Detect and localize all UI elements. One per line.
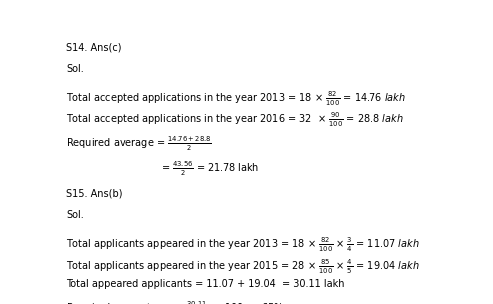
Text: Total accepted applications in the year 2013 = 18 $\times$ $\frac{82}{100}$ = 14: Total accepted applications in the year … [66,90,406,108]
Text: Total appeared applicants = 11.07 + 19.04  = 30.11 lakh: Total appeared applicants = 11.07 + 19.0… [66,279,345,289]
Text: Required percentage = $\frac{30.11}{18+28}$ $\times$ 100 $\approx$ 65%: Required percentage = $\frac{30.11}{18+2… [66,300,284,304]
Text: Total accepted applications in the year 2016 = 32  $\times$ $\frac{90}{100}$ = 2: Total accepted applications in the year … [66,111,404,130]
Text: Required average = $\frac{14.76+28.8}{2}$: Required average = $\frac{14.76+28.8}{2}… [66,135,212,153]
Text: S14. Ans(c): S14. Ans(c) [66,42,122,52]
Text: Total applicants appeared in the year 2015 = 28 $\times$ $\frac{85}{100}$ $\time: Total applicants appeared in the year 20… [66,258,420,276]
Text: S15. Ans(b): S15. Ans(b) [66,189,123,199]
Text: Total applicants appeared in the year 2013 = 18 $\times$ $\frac{82}{100}$ $\time: Total applicants appeared in the year 20… [66,236,420,254]
Text: = $\frac{43.56}{2}$ = 21.78 lakh: = $\frac{43.56}{2}$ = 21.78 lakh [161,160,259,178]
Text: Sol.: Sol. [66,64,84,74]
Text: Sol.: Sol. [66,210,84,220]
